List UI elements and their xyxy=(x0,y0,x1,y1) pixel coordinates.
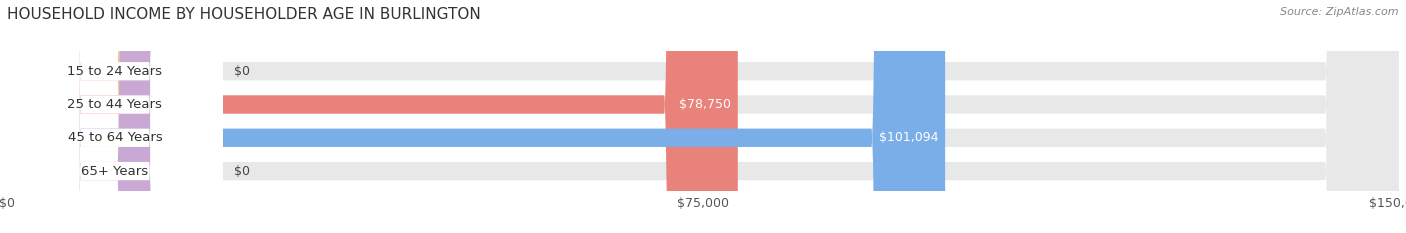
FancyBboxPatch shape xyxy=(7,0,945,233)
Text: 45 to 64 Years: 45 to 64 Years xyxy=(67,131,162,144)
FancyBboxPatch shape xyxy=(7,0,1399,233)
Text: HOUSEHOLD INCOME BY HOUSEHOLDER AGE IN BURLINGTON: HOUSEHOLD INCOME BY HOUSEHOLDER AGE IN B… xyxy=(7,7,481,22)
Text: Source: ZipAtlas.com: Source: ZipAtlas.com xyxy=(1281,7,1399,17)
FancyBboxPatch shape xyxy=(7,0,1399,233)
FancyBboxPatch shape xyxy=(7,0,738,233)
Text: 25 to 44 Years: 25 to 44 Years xyxy=(67,98,162,111)
FancyBboxPatch shape xyxy=(7,0,222,233)
FancyBboxPatch shape xyxy=(7,0,190,233)
FancyBboxPatch shape xyxy=(7,0,1399,233)
Text: 15 to 24 Years: 15 to 24 Years xyxy=(67,65,163,78)
FancyBboxPatch shape xyxy=(7,0,222,233)
Text: $101,094: $101,094 xyxy=(879,131,938,144)
FancyBboxPatch shape xyxy=(7,0,222,233)
Text: $0: $0 xyxy=(233,65,250,78)
FancyBboxPatch shape xyxy=(7,0,222,233)
FancyBboxPatch shape xyxy=(7,0,190,233)
Text: $0: $0 xyxy=(233,164,250,178)
Text: 65+ Years: 65+ Years xyxy=(82,164,149,178)
Text: $78,750: $78,750 xyxy=(679,98,731,111)
FancyBboxPatch shape xyxy=(7,0,1399,233)
